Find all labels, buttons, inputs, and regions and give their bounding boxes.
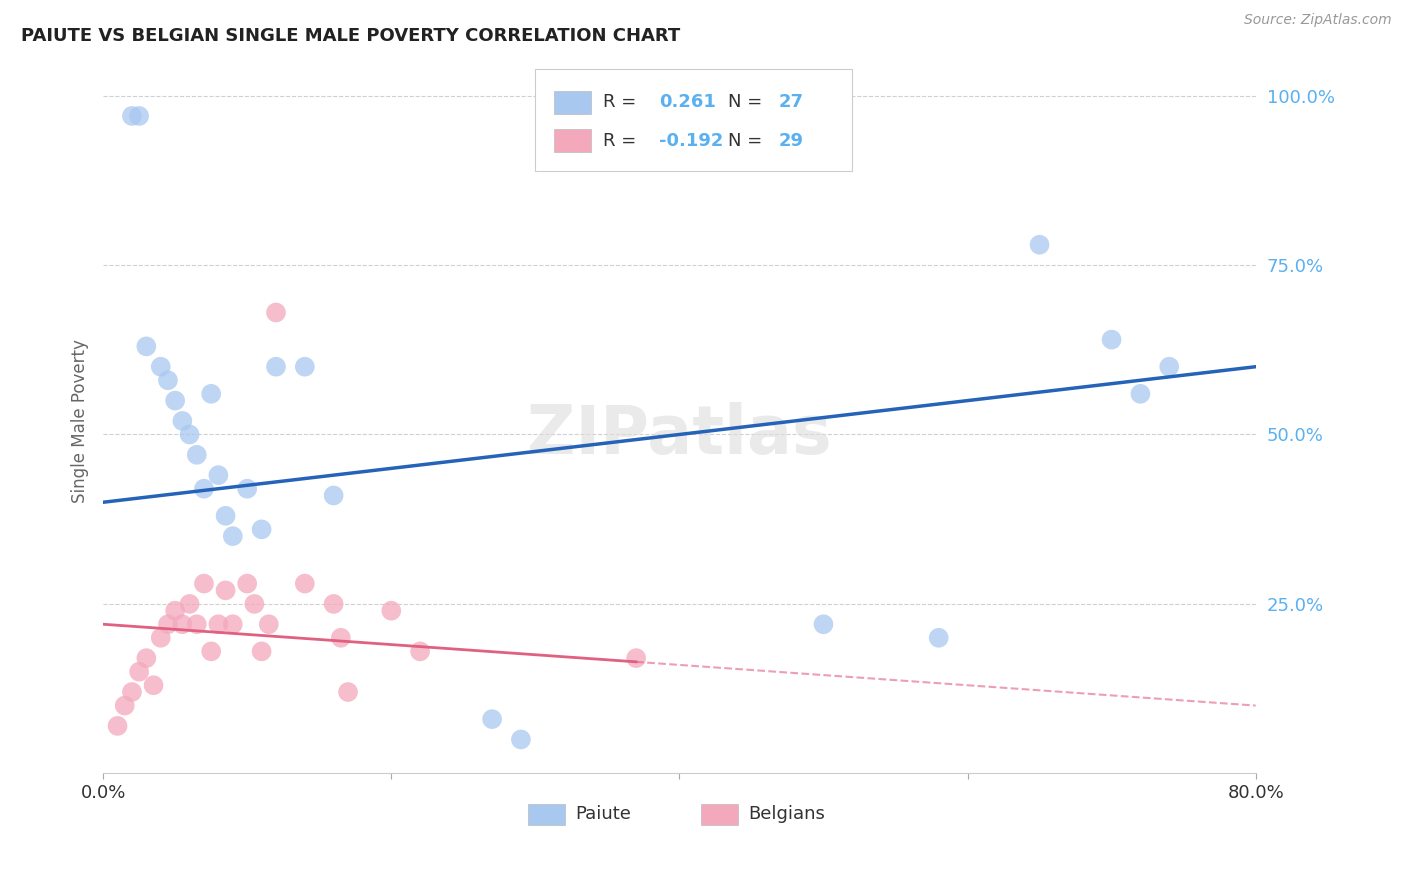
Point [172,617,194,632]
Point [294,576,316,591]
Text: Source: ZipAtlas.com: Source: ZipAtlas.com [1244,13,1392,28]
Point [481,712,503,726]
Point [172,414,194,428]
Point [142,678,165,692]
Point [207,468,229,483]
Point [156,373,179,387]
Point [200,644,222,658]
Point [107,719,129,733]
Point [149,359,172,374]
Point [264,305,287,319]
Point [200,387,222,401]
Point [222,617,245,632]
Point [128,109,150,123]
Point [214,508,236,523]
Point [186,617,208,632]
Text: Belgians: Belgians [748,805,825,823]
Point [236,576,259,591]
Point [1028,237,1050,252]
Text: 29: 29 [779,131,803,150]
Text: R =: R = [603,131,643,150]
Point [250,522,273,536]
Text: -0.192: -0.192 [658,131,723,150]
Point [179,427,201,442]
Point [1159,359,1181,374]
Text: PAIUTE VS BELGIAN SINGLE MALE POVERTY CORRELATION CHART: PAIUTE VS BELGIAN SINGLE MALE POVERTY CO… [21,27,681,45]
Point [236,482,259,496]
Point [149,631,172,645]
Point [135,339,157,353]
Point [186,448,208,462]
Point [322,597,344,611]
Text: N =: N = [728,94,768,112]
FancyBboxPatch shape [554,129,591,152]
Text: N =: N = [728,131,768,150]
Point [264,359,287,374]
Y-axis label: Single Male Poverty: Single Male Poverty [72,339,89,503]
Point [257,617,280,632]
FancyBboxPatch shape [702,804,738,825]
Text: R =: R = [603,94,643,112]
Text: Paiute: Paiute [575,805,631,823]
Point [114,698,136,713]
Point [1129,387,1152,401]
FancyBboxPatch shape [554,91,591,114]
Point [193,576,215,591]
Point [813,617,835,632]
Point [207,617,229,632]
Point [294,359,316,374]
Point [193,482,215,496]
Point [409,644,432,658]
Point [1101,333,1123,347]
Point [928,631,950,645]
Point [380,604,402,618]
Text: 27: 27 [779,94,803,112]
Point [624,651,647,665]
Point [165,604,187,618]
Point [329,631,352,645]
FancyBboxPatch shape [529,804,565,825]
Text: 0.261: 0.261 [658,94,716,112]
Point [222,529,245,543]
Point [121,109,143,123]
Point [250,644,273,658]
Point [214,583,236,598]
Point [121,685,143,699]
Point [135,651,157,665]
Point [165,393,187,408]
Point [322,488,344,502]
Point [337,685,360,699]
Point [509,732,531,747]
Point [156,617,179,632]
Point [179,597,201,611]
FancyBboxPatch shape [536,69,852,170]
Text: ZIPatlas: ZIPatlas [527,402,832,468]
Point [243,597,266,611]
Point [128,665,150,679]
